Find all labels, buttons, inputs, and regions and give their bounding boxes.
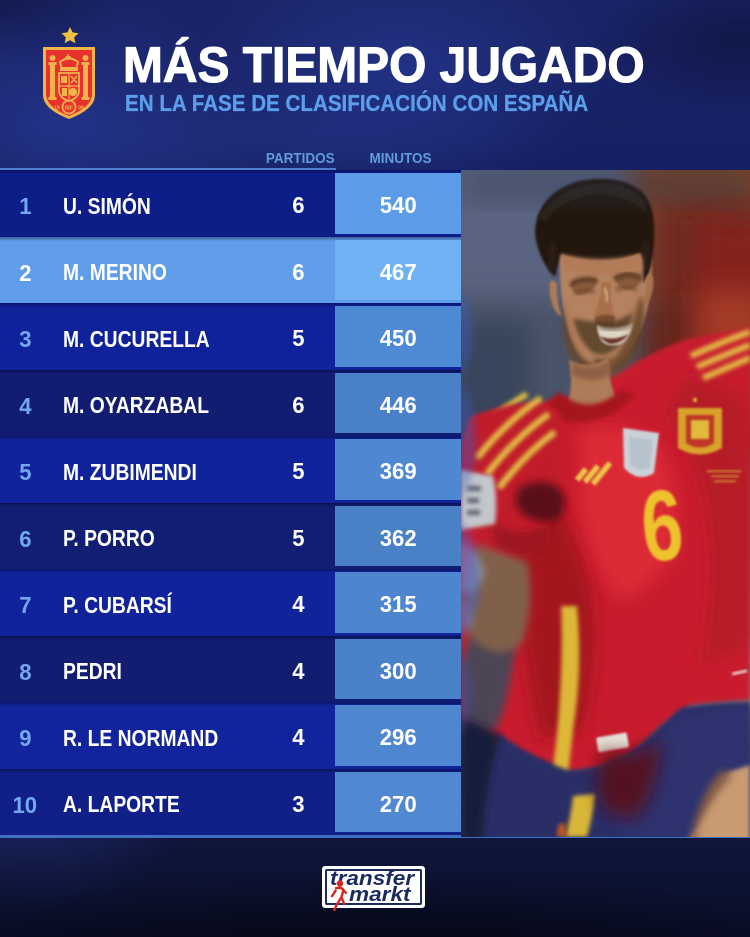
svg-text:6: 6 — [637, 468, 688, 583]
svg-text:09: 09 — [78, 106, 84, 112]
svg-text:19: 19 — [54, 106, 60, 112]
svg-text:RF: RF — [65, 106, 73, 112]
